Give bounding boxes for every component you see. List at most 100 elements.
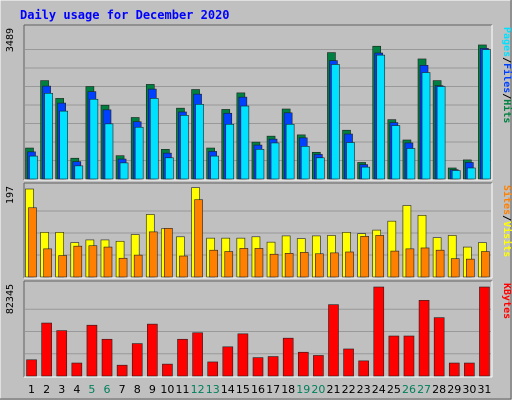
legend-separator: / [501, 215, 512, 221]
bar-kbytes-day-20 [313, 355, 324, 377]
bar-sites-day-7 [118, 257, 128, 278]
bar-pages-day-7 [119, 162, 129, 180]
bar-sites-day-13 [209, 249, 218, 278]
x-tick-label-9: 9 [149, 383, 156, 396]
x-tick-label-10: 10 [160, 383, 174, 396]
x-tick-label-21: 21 [326, 383, 340, 396]
bar-pages-day-6 [104, 123, 114, 180]
legend-separator: / [501, 57, 512, 63]
bar-kbytes-day-2 [41, 322, 52, 377]
x-tick-label-18: 18 [281, 383, 295, 396]
bar-sites-day-26 [405, 248, 415, 278]
x-tick-label-12: 12 [191, 383, 205, 396]
bar-sites-day-9 [148, 231, 158, 278]
bar-kbytes-day-21 [328, 304, 339, 377]
bar-pages-day-30 [467, 167, 476, 180]
bar-kbytes-day-22 [343, 348, 354, 377]
bar-kbytes-day-23 [358, 360, 369, 377]
bar-pages-day-3 [59, 110, 68, 180]
x-tick-label-4: 4 [73, 383, 80, 396]
bar-pages-day-14 [225, 123, 235, 180]
bar-sites-day-25 [390, 250, 400, 278]
bar-pages-day-23 [361, 166, 370, 180]
bar-pages-day-27 [421, 72, 431, 180]
bar-sites-day-11 [179, 255, 188, 278]
x-tick-label-26: 26 [402, 383, 416, 396]
bar-sites-day-21 [330, 252, 339, 278]
bar-kbytes-day-7 [116, 364, 128, 377]
bar-pages-day-18 [285, 123, 295, 180]
bar-kbytes-day-30 [464, 362, 475, 377]
series-legend-label: Sites/Visits [501, 185, 512, 257]
x-tick-label-20: 20 [311, 383, 325, 396]
legend-sites: Sites [501, 185, 512, 215]
bar-kbytes-day-12 [192, 332, 203, 377]
bar-sites-day-6 [103, 246, 113, 278]
bar-kbytes-day-29 [448, 362, 460, 377]
bar-pages-day-12 [195, 104, 204, 180]
bar-pages-day-26 [406, 148, 416, 180]
bar-kbytes-day-17 [267, 356, 279, 377]
bar-pages-day-13 [210, 155, 219, 180]
bar-pages-day-22 [346, 142, 355, 180]
bar-pages-day-15 [240, 105, 250, 180]
bar-sites-day-4 [73, 245, 83, 278]
bar-sites-day-16 [254, 248, 264, 278]
bar-sites-day-29 [450, 258, 460, 278]
bar-pages-day-28 [436, 86, 446, 180]
bar-kbytes-day-26 [403, 335, 415, 377]
x-axis-tick-labels: 1 2 3 4 5 6 7 8 9 10 11 12 13 14 15 16 17 18 19 20 21 22 23 24 2… [28, 383, 491, 396]
bar-sites-day-5 [88, 245, 98, 278]
bar-sites-day-14 [224, 251, 234, 278]
x-tick-label-19: 19 [296, 383, 310, 396]
x-tick-label-5: 5 [88, 383, 95, 396]
bar-kbytes-day-25 [388, 335, 400, 377]
bar-sites-day-10 [164, 228, 173, 278]
bar-sites-day-28 [435, 249, 445, 278]
bar-kbytes-day-9 [147, 323, 158, 377]
x-tick-label-8: 8 [134, 383, 141, 396]
legend-separator: / [501, 93, 512, 99]
bar-kbytes-day-14 [222, 346, 234, 377]
bar-kbytes-day-31 [479, 286, 490, 377]
bar-pages-day-29 [451, 170, 461, 180]
x-tick-label-7: 7 [119, 383, 126, 396]
bar-pages-day-10 [165, 157, 174, 180]
bar-pages-day-4 [74, 165, 84, 180]
x-tick-label-25: 25 [387, 383, 401, 396]
bar-pages-day-9 [149, 98, 159, 180]
bar-kbytes-day-19 [297, 351, 309, 377]
x-tick-label-23: 23 [357, 383, 371, 396]
bar-sites-day-31 [481, 251, 490, 278]
bar-kbytes-day-10 [162, 363, 173, 377]
y-max-label: 3489 [5, 28, 16, 52]
bar-sites-day-27 [420, 247, 430, 278]
bar-kbytes-day-18 [282, 337, 294, 377]
bar-sites-day-12 [194, 199, 203, 278]
x-tick-label-13: 13 [206, 383, 220, 396]
bar-pages-day-19 [300, 146, 310, 180]
bar-kbytes-day-27 [418, 300, 430, 377]
bar-kbytes-day-28 [433, 317, 445, 377]
bar-pages-day-11 [180, 115, 189, 180]
bar-pages-day-16 [255, 149, 265, 180]
y-max-label: 82345 [5, 284, 16, 314]
bar-sites-day-3 [58, 255, 67, 278]
bar-pages-day-5 [89, 98, 99, 180]
bar-pages-day-25 [391, 125, 401, 180]
x-tick-label-22: 22 [342, 383, 356, 396]
bar-sites-day-23 [360, 236, 369, 278]
bar-sites-day-24 [375, 235, 385, 278]
bar-kbytes-day-16 [252, 357, 264, 377]
x-tick-label-6: 6 [104, 383, 111, 396]
x-tick-label-15: 15 [236, 383, 250, 396]
panel-visits_sites: 197 Sites/Visits [5, 182, 512, 279]
bar-sites-day-19 [299, 252, 309, 278]
x-tick-label-24: 24 [372, 383, 386, 396]
bar-sites-day-17 [269, 253, 279, 278]
bar-sites-day-8 [133, 254, 143, 278]
bar-pages-day-20 [316, 157, 325, 180]
x-tick-label-29: 29 [447, 383, 461, 396]
